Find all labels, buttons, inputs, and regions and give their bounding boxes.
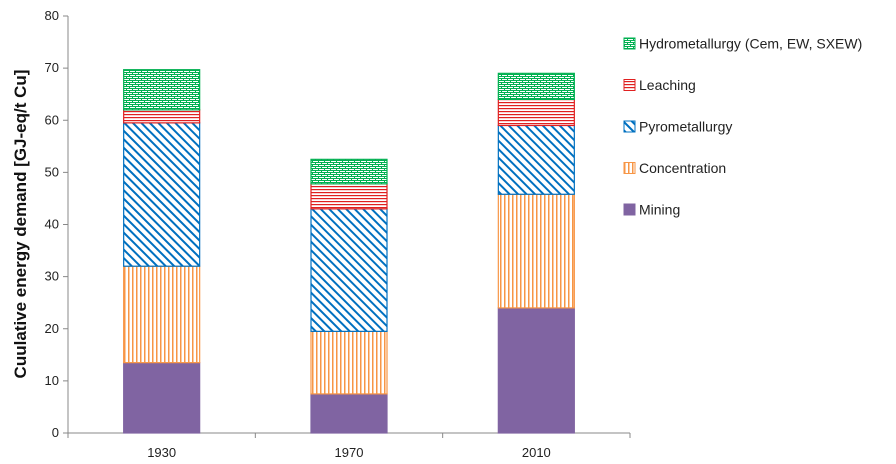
bar-segment-leaching-1970 xyxy=(310,183,388,210)
legend-label: Hydrometallurgy (Cem, EW, SXEW) xyxy=(639,36,862,52)
bar-segment-concentration-2010 xyxy=(497,193,575,309)
y-axis: 0 10 20 30 40 50 60 70 80 xyxy=(45,8,69,440)
legend-swatch xyxy=(623,120,636,133)
bar-stack-1930 xyxy=(123,69,201,434)
bar-stack-1970 xyxy=(310,158,388,434)
y-tick-label: 40 xyxy=(45,217,59,232)
legend-label: Mining xyxy=(639,202,680,218)
legend-swatch xyxy=(623,162,636,174)
legend-item: Hydrometallurgy (Cem, EW, SXEW) xyxy=(623,36,862,52)
y-tick-label: 80 xyxy=(45,8,59,23)
legend-item: Mining xyxy=(623,202,680,218)
bar-segment-mining-1970 xyxy=(310,393,388,434)
legend-label: Pyrometallurgy xyxy=(639,119,732,135)
bar-segment-hydrometallurgy-2010 xyxy=(497,72,575,101)
legend-item: Leaching xyxy=(623,77,696,93)
bar-segment-mining-2010 xyxy=(497,307,575,434)
legend-item: Pyrometallurgy xyxy=(623,119,732,135)
y-tick-label: 30 xyxy=(45,269,59,284)
bar-segment-concentration-1970 xyxy=(310,330,388,395)
legend-label: Concentration xyxy=(639,160,726,176)
legend: Hydrometallurgy (Cem, EW, SXEW) Leaching P… xyxy=(623,36,862,218)
x-tick-label: 1930 xyxy=(147,445,176,460)
bar-segment-hydrometallurgy-1930 xyxy=(123,69,201,111)
x-axis: 1930 1970 2010 xyxy=(67,432,631,460)
y-tick-label: 60 xyxy=(45,112,59,127)
x-tick-label: 2010 xyxy=(522,445,551,460)
bar-segment-pyrometallurgy-2010 xyxy=(497,124,575,195)
bar-stack-2010 xyxy=(497,72,575,434)
y-tick-label: 50 xyxy=(45,164,59,179)
bar-segment-leaching-1930 xyxy=(123,109,201,124)
y-tick-label: 70 xyxy=(45,60,59,75)
legend-swatch xyxy=(623,79,636,91)
bars xyxy=(123,69,575,434)
y-tick-label: 0 xyxy=(52,425,59,440)
bar-segment-leaching-2010 xyxy=(497,98,575,127)
legend-swatch xyxy=(623,37,636,50)
y-axis-title: Cuulative energy demand [GJ-eq/t Cu] xyxy=(11,70,30,379)
bar-segment-mining-1930 xyxy=(123,362,201,434)
legend-swatch xyxy=(623,203,636,216)
y-tick-label: 20 xyxy=(45,321,59,336)
bar-segment-pyrometallurgy-1930 xyxy=(123,122,201,267)
bar-segment-hydrometallurgy-1970 xyxy=(310,158,388,185)
legend-item: Concentration xyxy=(623,160,726,176)
bar-segment-pyrometallurgy-1970 xyxy=(310,208,388,332)
y-tick-label: 10 xyxy=(45,373,59,388)
legend-label: Leaching xyxy=(639,77,696,93)
bar-segment-concentration-1930 xyxy=(123,265,201,364)
x-tick-label: 1970 xyxy=(335,445,364,460)
